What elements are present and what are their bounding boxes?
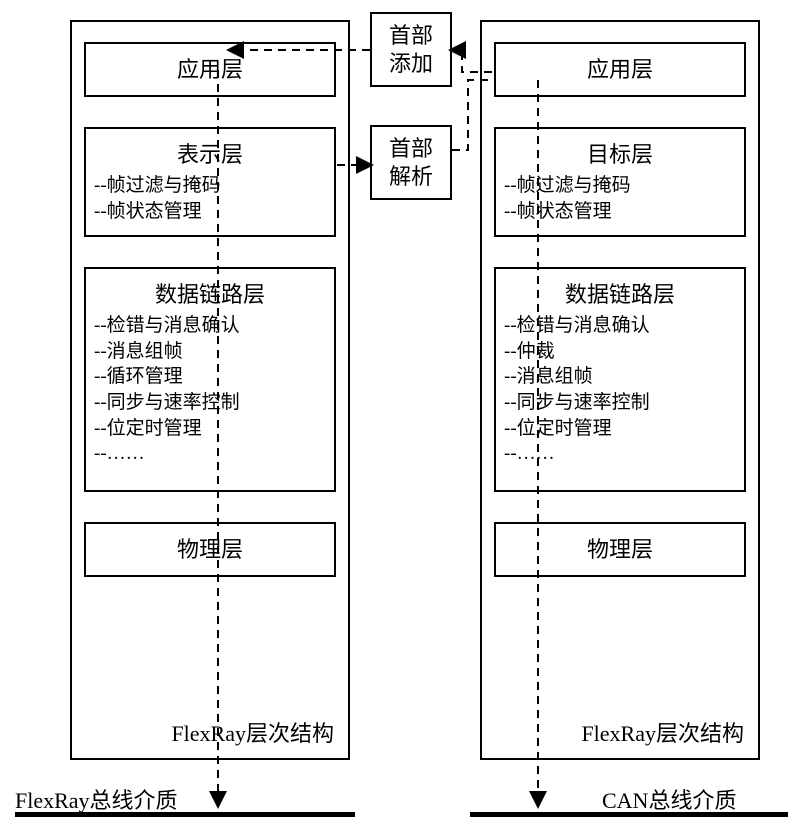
list-item: 帧过滤与掩码 [94, 173, 326, 199]
left-phy-title: 物理层 [86, 524, 334, 564]
list-item: …… [504, 441, 736, 467]
list-item: 帧状态管理 [504, 199, 736, 225]
list-item: 仲裁 [504, 339, 736, 365]
gw-parse-line2: 解析 [389, 164, 433, 189]
right-dll-layer: 数据链路层 检错与消息确认 仲裁 消息组帧 同步与速率控制 位定时管理 …… [494, 267, 746, 492]
list-item: 位定时管理 [504, 416, 736, 442]
left-stack-caption: FlexRay层次结构 [171, 716, 334, 748]
list-item: 帧过滤与掩码 [504, 173, 736, 199]
left-dll-items: 检错与消息确认 消息组帧 循环管理 同步与速率控制 位定时管理 …… [86, 309, 334, 473]
left-app-title: 应用层 [86, 44, 334, 84]
left-phy-layer: 物理层 [84, 522, 336, 577]
right-app-layer: 应用层 [494, 42, 746, 97]
list-item: 消息组帧 [504, 364, 736, 390]
right-pres-layer: 目标层 帧过滤与掩码 帧状态管理 [494, 127, 746, 237]
header-parse-box: 首部 解析 [370, 125, 452, 200]
can-bus-label: CAN总线介质 [602, 783, 736, 815]
list-item: …… [94, 441, 326, 467]
list-item: 循环管理 [94, 364, 326, 390]
gw-parse-line1: 首部 [389, 136, 433, 161]
right-stack-caption: FlexRay层次结构 [581, 716, 744, 748]
list-item: 位定时管理 [94, 416, 326, 442]
list-item: 检错与消息确认 [504, 313, 736, 339]
flexray-stack-right: 应用层 目标层 帧过滤与掩码 帧状态管理 数据链路层 检错与消息确认 仲裁 消息… [480, 20, 760, 760]
right-app-title: 应用层 [496, 44, 744, 84]
gw-add-line1: 首部 [389, 23, 433, 48]
header-add-box: 首部 添加 [370, 12, 452, 87]
left-pres-layer: 表示层 帧过滤与掩码 帧状态管理 [84, 127, 336, 237]
list-item: 检错与消息确认 [94, 313, 326, 339]
right-dll-items: 检错与消息确认 仲裁 消息组帧 同步与速率控制 位定时管理 …… [496, 309, 744, 473]
left-dll-title: 数据链路层 [86, 269, 334, 309]
right-phy-layer: 物理层 [494, 522, 746, 577]
flexray-bus-label: FlexRay总线介质 [15, 783, 178, 815]
list-item: 同步与速率控制 [94, 390, 326, 416]
left-pres-title: 表示层 [86, 129, 334, 169]
right-pres-title: 目标层 [496, 129, 744, 169]
flexray-stack-left: 应用层 表示层 帧过滤与掩码 帧状态管理 数据链路层 检错与消息确认 消息组帧 … [70, 20, 350, 760]
gw-add-line2: 添加 [389, 51, 433, 76]
right-pres-items: 帧过滤与掩码 帧状态管理 [496, 169, 744, 230]
list-item: 消息组帧 [94, 339, 326, 365]
list-item: 帧状态管理 [94, 199, 326, 225]
left-pres-items: 帧过滤与掩码 帧状态管理 [86, 169, 334, 230]
right-dll-title: 数据链路层 [496, 269, 744, 309]
list-item: 同步与速率控制 [504, 390, 736, 416]
left-app-layer: 应用层 [84, 42, 336, 97]
right-phy-title: 物理层 [496, 524, 744, 564]
left-dll-layer: 数据链路层 检错与消息确认 消息组帧 循环管理 同步与速率控制 位定时管理 …… [84, 267, 336, 492]
